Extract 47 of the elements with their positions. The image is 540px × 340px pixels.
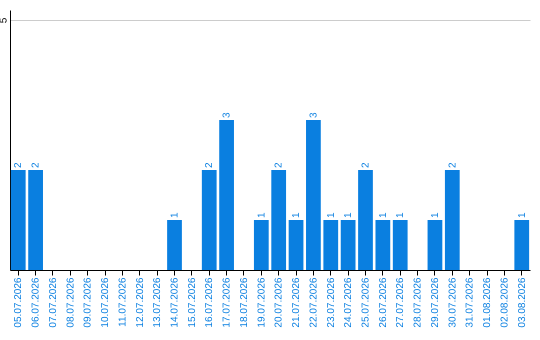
x-tick-label: 20.07.2026 [274, 277, 285, 328]
data-label: 1 [395, 212, 406, 218]
x-tick-label: 22.07.2026 [308, 277, 320, 328]
x-tick-label: 29.07.2026 [430, 277, 441, 328]
data-label: 1 [343, 212, 354, 218]
data-label: 1 [256, 212, 268, 218]
x-tick-label: 15.07.2026 [186, 277, 198, 328]
x-tick-label: 05.07.2026 [13, 277, 24, 328]
data-label: 1 [516, 212, 528, 218]
x-tick-label: 02.08.2026 [499, 277, 510, 328]
x-tick-label: 10.07.2026 [100, 277, 112, 328]
data-label: 1 [291, 212, 302, 218]
x-tick-label: 01.08.2026 [482, 277, 494, 328]
x-tick-label: 19.07.2026 [256, 277, 268, 328]
data-label: 2 [204, 162, 216, 168]
x-tick-label: 07.07.2026 [48, 277, 59, 328]
x-tick-label: 26.07.2026 [378, 277, 389, 328]
data-label: 2 [360, 162, 372, 168]
x-tick-label: 23.07.2026 [326, 277, 337, 328]
x-tick-label: 08.07.2026 [65, 277, 76, 328]
x-tick-label: 18.07.2026 [238, 277, 250, 328]
x-tick-label: 28.07.2026 [412, 277, 424, 328]
x-tick-label: 31.07.2026 [464, 277, 476, 328]
x-tick-label: 06.07.2026 [30, 277, 42, 328]
data-label: 2 [30, 162, 42, 168]
data-label: 1 [378, 212, 389, 218]
x-tick-label: 25.07.2026 [360, 277, 372, 328]
data-label: 1 [326, 212, 337, 218]
x-tick-label: 21.07.2026 [291, 277, 302, 328]
x-tick-label: 12.07.2026 [134, 277, 146, 328]
x-tick-label: 03.08.2026 [516, 277, 528, 328]
data-label: 2 [447, 162, 458, 168]
x-tick-label: 14.07.2026 [170, 277, 181, 328]
data-label: 3 [308, 112, 320, 118]
x-tick-label: 30.07.2026 [447, 277, 458, 328]
x-tick-label: 16.07.2026 [204, 277, 216, 328]
data-label: 1 [430, 212, 441, 218]
data-label: 2 [274, 162, 285, 168]
x-tick-label: 24.07.2026 [343, 277, 354, 328]
data-label: 2 [13, 162, 24, 168]
x-tick-label: 11.07.2026 [117, 277, 128, 327]
x-tick-label: 17.07.2026 [222, 277, 233, 328]
data-label: 3 [222, 112, 233, 118]
x-tick-label: 27.07.2026 [395, 277, 406, 328]
x-tick-label: 13.07.2026 [152, 277, 164, 328]
data-label: 1 [170, 212, 181, 218]
x-tick-label: 09.07.2026 [82, 277, 94, 328]
